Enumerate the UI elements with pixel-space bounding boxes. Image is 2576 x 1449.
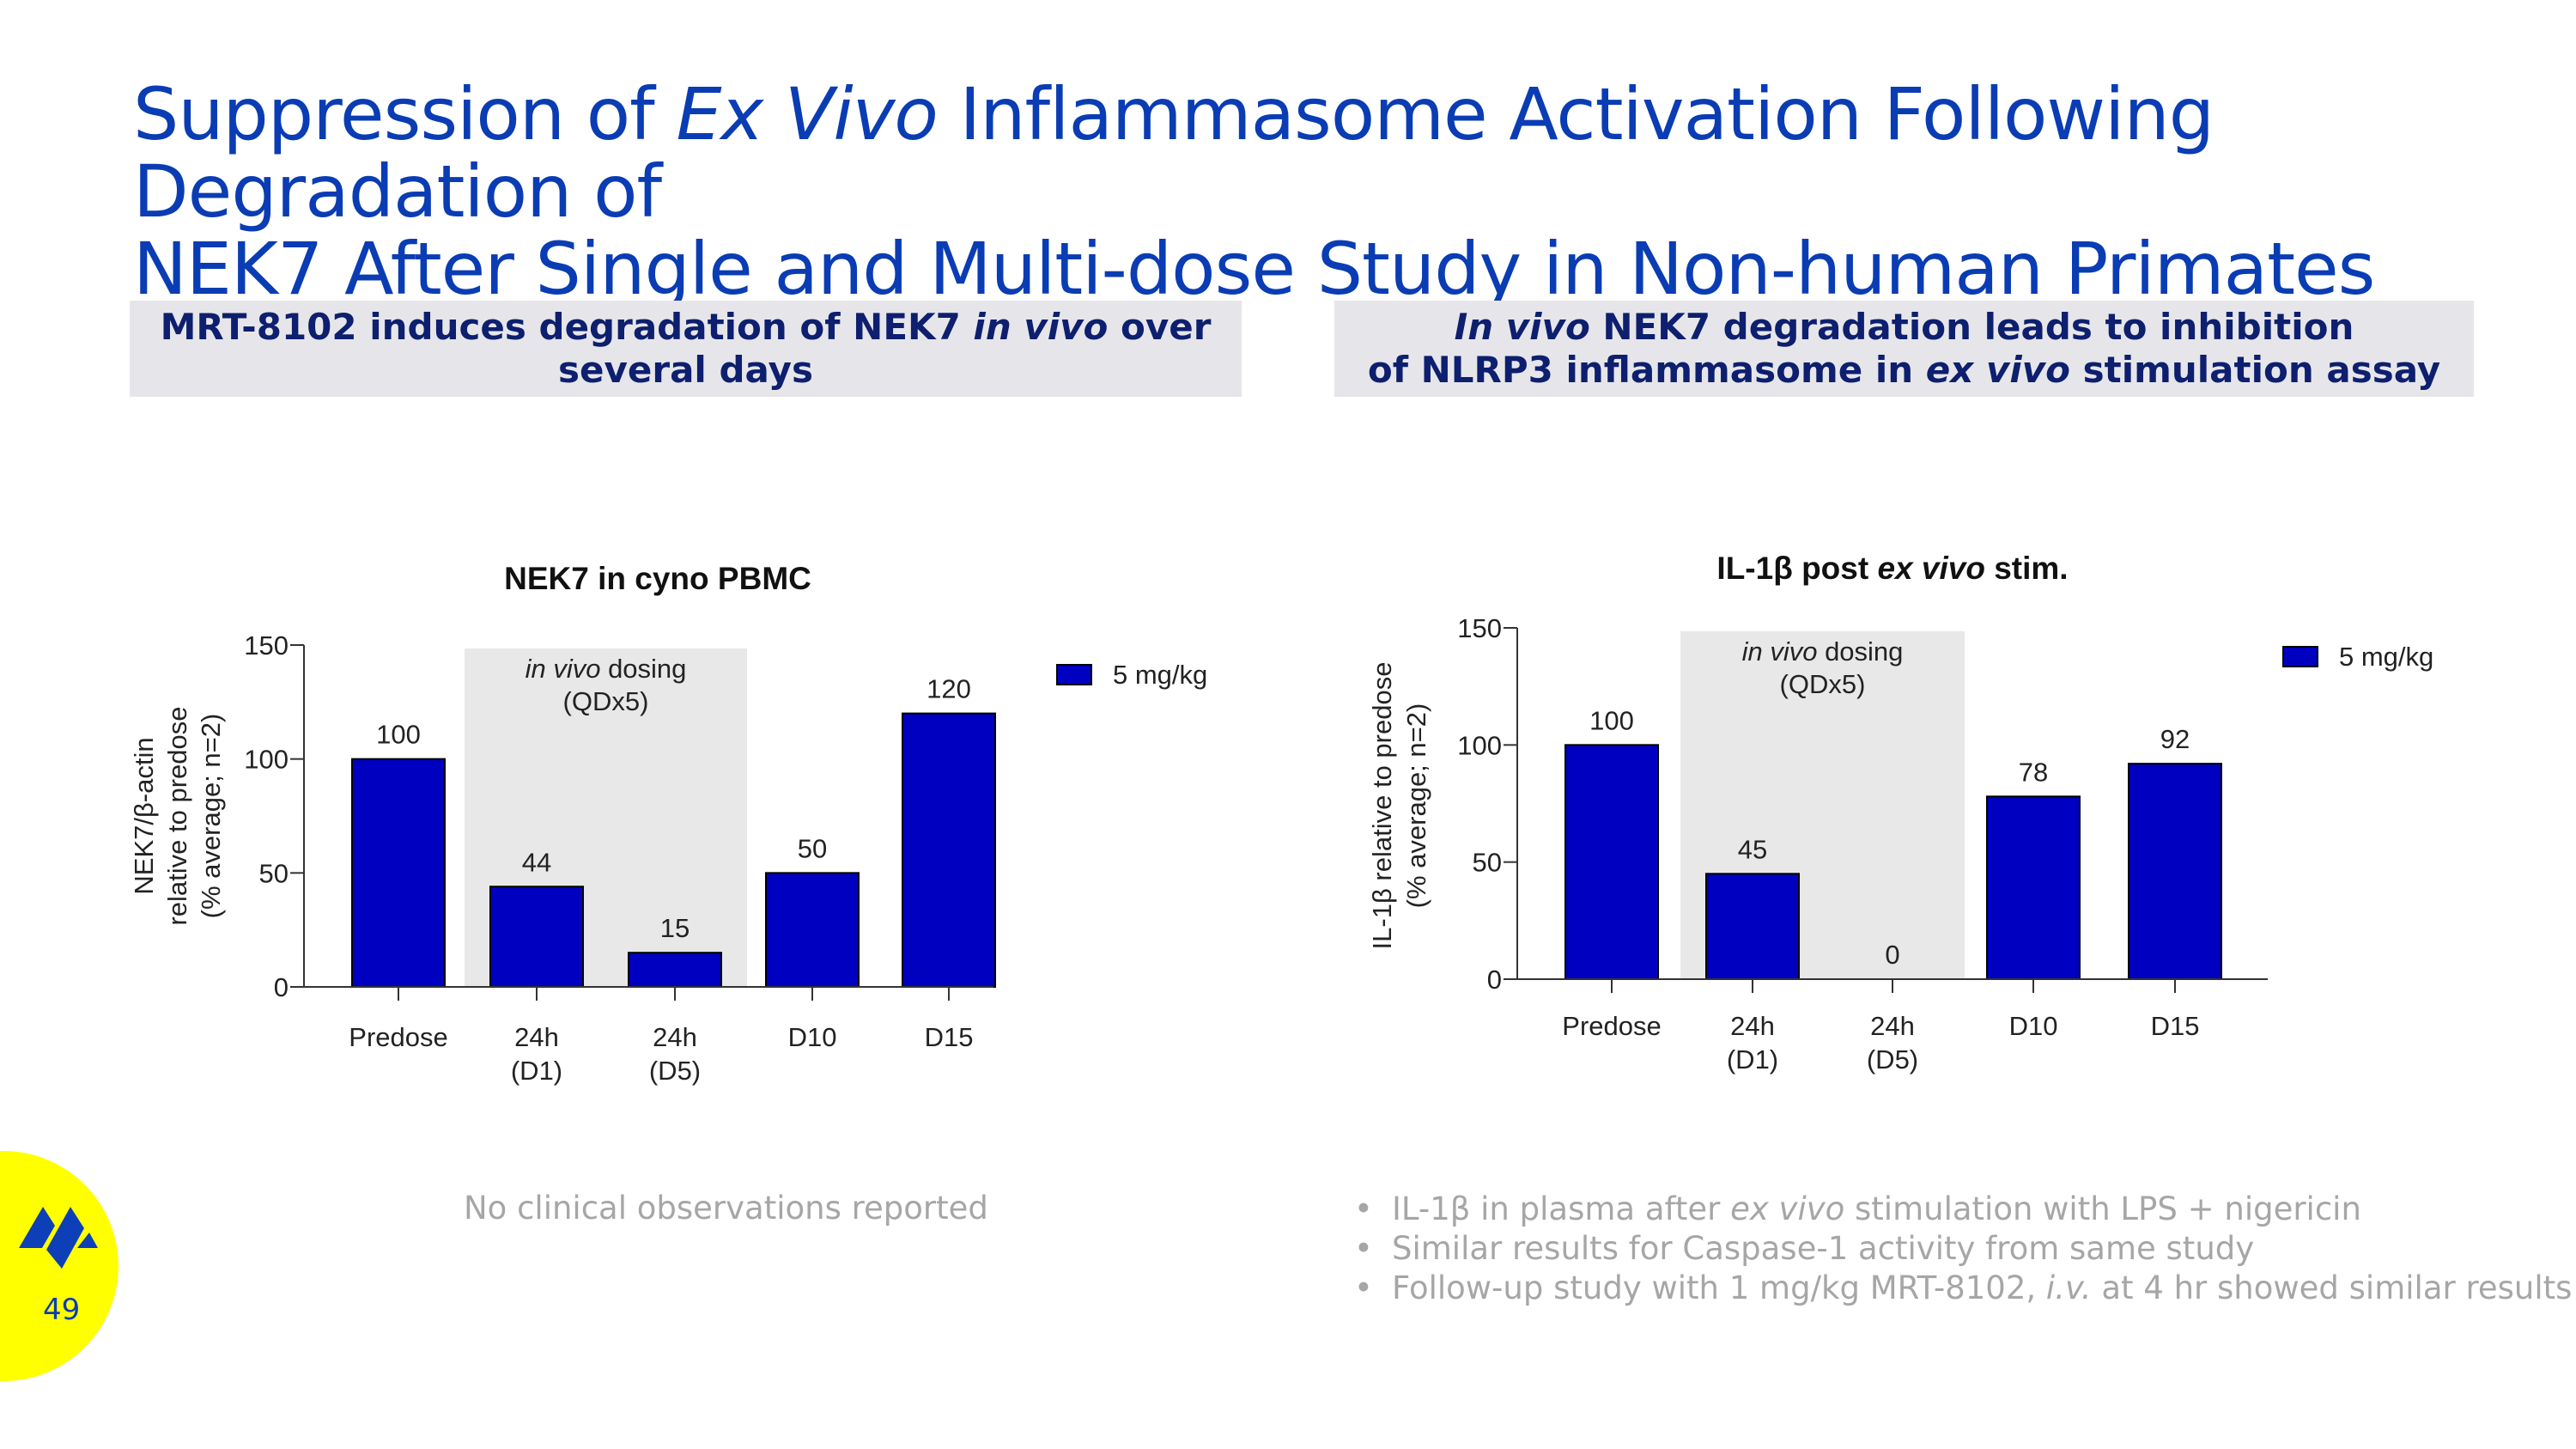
bar [351, 758, 446, 989]
x-tick-label: D15 [2151, 1011, 2200, 1041]
x-tick-label: Predose [1562, 1011, 1661, 1041]
header-text: NEK7 degradation leads to inhibition [1589, 306, 2354, 348]
y-axis-label: NEK7/β-actin [129, 737, 159, 894]
header-line2: several days [558, 349, 813, 391]
left-section-header: MRT-8102 induces degradation of NEK7 in … [130, 301, 1242, 397]
shaded-region-label: in vivo dosing [526, 654, 687, 684]
data-label: 100 [1589, 705, 1634, 735]
y-tick-label: 100 [244, 745, 289, 775]
bullet-italic: i.v. [2045, 1269, 2092, 1306]
data-label: 100 [376, 720, 421, 750]
y-axis-label: (% average; n=2) [196, 714, 226, 919]
data-label: 45 [1738, 834, 1767, 864]
y-tick-label: 150 [1457, 613, 1502, 643]
bullet-text: stimulation with LPS + nigericin [1844, 1190, 2361, 1227]
bullet-text: Follow-up study with 1 mg/kg MRT-8102, [1392, 1269, 2046, 1306]
y-tick-label: 50 [1473, 848, 1502, 878]
slide-title: Suppression of Ex Vivo Inflammasome Acti… [133, 76, 2537, 307]
y-tick-label: 100 [1457, 730, 1502, 760]
bar [902, 712, 996, 988]
chart-title: IL-1β post ex vivo stim. [1716, 551, 2068, 586]
x-tick-label: 24h [514, 1022, 559, 1052]
bar [1564, 744, 1659, 980]
header-text: MRT-8102 induces degradation of NEK7 [160, 306, 974, 348]
bullet-text: at 4 hr showed similar results [2091, 1269, 2573, 1306]
legend-swatch [2282, 646, 2318, 667]
x-tick-label: 24h [1730, 1011, 1775, 1041]
y-tick-label: 150 [244, 630, 289, 661]
bullet-text: Similar results for Caspase-1 activity f… [1392, 1230, 2255, 1267]
title-line2: NEK7 After Single and Multi-dose Study i… [133, 227, 2375, 311]
data-label: 44 [522, 847, 551, 877]
bar [1705, 873, 1800, 980]
bar [628, 952, 722, 988]
chart-2: in vivo dosing(QDx5) IL-1β post ex vivo s… [1367, 551, 2433, 1075]
company-logo-icon [19, 1207, 98, 1269]
y-axis-label: (% average; n=2) [1401, 703, 1431, 909]
header-text: of NLRP3 inflammasome in [1367, 349, 1926, 391]
bar [2128, 763, 2222, 980]
data-label: 0 [1885, 940, 1899, 970]
bar [1986, 795, 2081, 980]
y-axis-label: relative to predose [162, 706, 192, 925]
x-tick-label: 24h [1870, 1011, 1915, 1041]
x-tick-label: D10 [788, 1022, 837, 1052]
legend-label: 5 mg/kg [1113, 660, 1207, 690]
shaded-region-label-line2: (QDx5) [563, 686, 649, 716]
legend-label: 5 mg/kg [2339, 642, 2433, 672]
chart-1: in vivo dosing(QDx5) NEK7 in cyno PBMC 100… [129, 561, 1207, 1086]
data-label: 15 [660, 913, 690, 943]
bullet-italic: ex vivo [1730, 1190, 1845, 1227]
x-tick-label: (D1) [511, 1056, 562, 1086]
shaded-region-label: in vivo dosing [1742, 636, 1904, 667]
bullet-list: IL-1β in plasma after ex vivo stimulatio… [1354, 1190, 2572, 1308]
y-tick-label: 0 [274, 972, 289, 1002]
x-tick-label: Predose [349, 1022, 447, 1052]
bar [489, 886, 584, 988]
x-tick-label: D10 [2009, 1011, 2058, 1041]
legend-swatch [1056, 664, 1092, 685]
right-section-header: In vivo NEK7 degradation leads to inhibi… [1334, 301, 2474, 397]
x-tick-label: (D5) [649, 1056, 701, 1086]
bullet-item: Similar results for Caspase-1 activity f… [1354, 1229, 2572, 1269]
y-axis-label: IL-1β relative to predose [1367, 662, 1397, 950]
header-italic: ex vivo [1925, 349, 2070, 391]
data-label: 92 [2160, 724, 2190, 754]
y-tick-label: 0 [1487, 965, 1502, 995]
header-text: over [1108, 306, 1212, 348]
title-text: Suppression of [133, 72, 677, 156]
header-text: stimulation assay [2070, 349, 2441, 391]
bullet-item: IL-1β in plasma after ex vivo stimulatio… [1354, 1190, 2572, 1229]
chart-title: NEK7 in cyno PBMC [504, 561, 811, 596]
bullet-text: IL-1β in plasma after [1392, 1190, 1731, 1227]
shaded-region-label-line2: (QDx5) [1780, 669, 1866, 699]
x-tick-label: (D5) [1867, 1044, 1918, 1075]
data-label: 120 [927, 674, 971, 704]
bar [765, 872, 860, 988]
bullet-item: Follow-up study with 1 mg/kg MRT-8102, i… [1354, 1269, 2572, 1308]
y-tick-label: 50 [259, 858, 289, 888]
x-tick-label: (D1) [1727, 1044, 1778, 1075]
title-text: Inflammasome Activation Following Degrad… [133, 72, 2215, 234]
data-label: 50 [798, 833, 827, 863]
title-italic: Ex Vivo [676, 72, 938, 156]
header-italic: In vivo [1454, 306, 1590, 348]
data-label: 78 [2019, 757, 2048, 787]
header-italic: in vivo [973, 306, 1109, 348]
x-tick-label: 24h [653, 1022, 697, 1052]
page-number: 49 [43, 1293, 81, 1327]
footnote-left: No clinical observations reported [464, 1190, 988, 1227]
x-tick-label: D15 [925, 1022, 974, 1052]
